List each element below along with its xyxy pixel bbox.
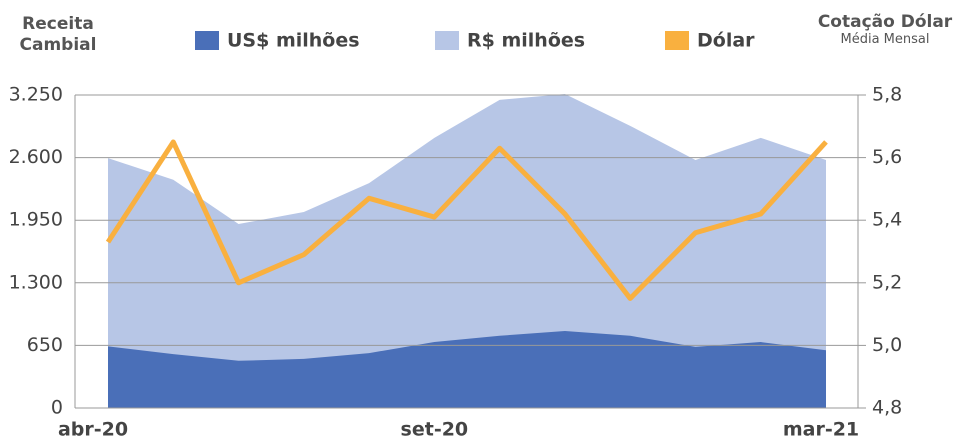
y2-subtitle: Média Mensal [840,32,930,47]
legend-label: R$ milhões [467,30,585,52]
x-tick-label: abr-20 [58,419,128,439]
y2-tick-label: 5,6 [872,146,902,168]
legend-swatch [195,31,219,50]
y2-axis-title: Cotação Dólar Média Mensal [815,12,955,47]
x-tick-label: mar-21 [783,419,859,439]
y2-tick-label: 5,4 [872,209,902,231]
area [108,94,826,408]
y2-tick-label: 5,0 [872,334,902,356]
line [105,139,828,301]
y-tick-label: 2.600 [9,146,63,168]
y-tick-label: 3.250 [9,84,63,106]
y-tick-label: 1.950 [9,209,63,231]
legend-label: Dólar [697,30,755,52]
y-axis-title: Receita Cambial [19,14,97,55]
area [108,330,826,408]
y2-tick-label: 5,2 [872,271,902,293]
y-tick-label: 0 [51,397,63,419]
legend-swatch [665,31,689,50]
y-tick-label: 1.300 [9,271,63,293]
y-tick-label: 650 [27,334,63,356]
legend-label: US$ milhões [227,30,360,52]
y2-tick-label: 5,8 [872,84,902,106]
x-tick-label: set-20 [401,419,469,439]
y2-tick-label: 4,8 [872,397,902,419]
legend-swatch [435,31,459,50]
y2-title: Cotação Dólar [817,12,953,32]
